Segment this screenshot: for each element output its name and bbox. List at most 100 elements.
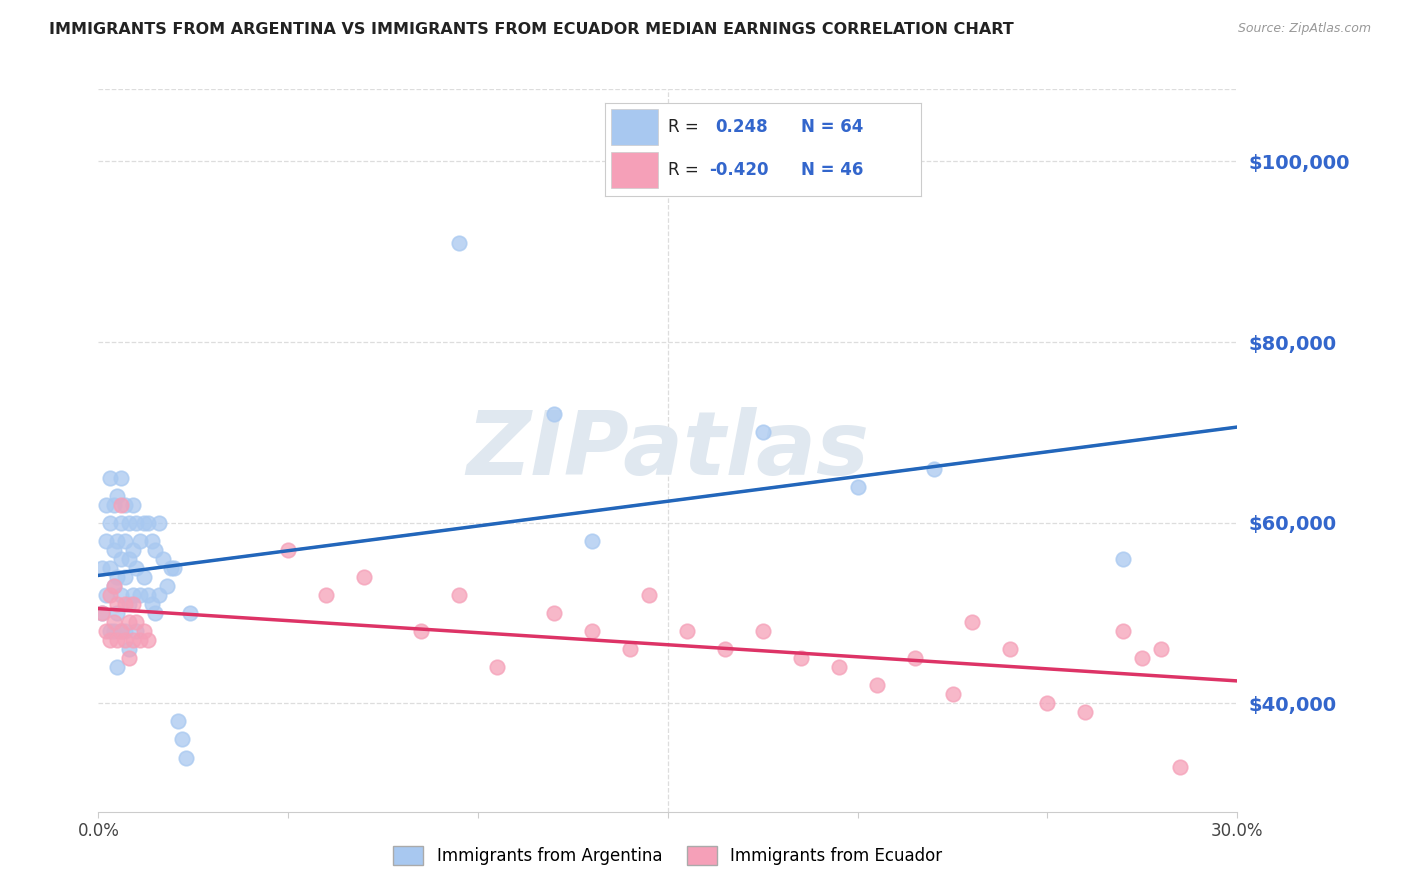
Point bbox=[91, 606, 114, 620]
Point bbox=[676, 624, 699, 639]
Point bbox=[1036, 697, 1059, 711]
Point bbox=[98, 624, 121, 639]
Point bbox=[353, 570, 375, 584]
Point bbox=[1170, 759, 1192, 773]
Point bbox=[110, 624, 132, 639]
FancyBboxPatch shape bbox=[612, 153, 658, 188]
Point bbox=[152, 551, 174, 566]
Point bbox=[449, 235, 471, 250]
Point bbox=[170, 732, 193, 747]
Point bbox=[790, 651, 813, 665]
Point bbox=[103, 624, 125, 639]
Point bbox=[411, 624, 433, 639]
Point bbox=[141, 533, 163, 548]
Point bbox=[110, 551, 132, 566]
Point bbox=[828, 660, 851, 674]
Point bbox=[960, 615, 983, 629]
Point bbox=[132, 570, 155, 584]
Point bbox=[98, 470, 121, 484]
Point bbox=[148, 588, 170, 602]
Point bbox=[167, 714, 190, 729]
Point bbox=[91, 606, 114, 620]
Point bbox=[163, 561, 186, 575]
Point bbox=[449, 588, 471, 602]
Text: N = 64: N = 64 bbox=[801, 118, 863, 136]
Point bbox=[103, 579, 125, 593]
Point bbox=[1074, 706, 1097, 720]
Point bbox=[121, 633, 143, 648]
Text: R =: R = bbox=[668, 118, 699, 136]
Point bbox=[107, 533, 129, 548]
Point bbox=[103, 542, 125, 557]
Text: -0.420: -0.420 bbox=[709, 161, 769, 179]
Point bbox=[136, 588, 159, 602]
Point bbox=[107, 597, 129, 611]
Point bbox=[114, 533, 136, 548]
Point bbox=[148, 516, 170, 530]
Point bbox=[866, 678, 889, 692]
Point bbox=[121, 542, 143, 557]
Point bbox=[114, 633, 136, 648]
Point bbox=[114, 597, 136, 611]
Point bbox=[1150, 642, 1173, 657]
Point bbox=[129, 588, 152, 602]
Point bbox=[121, 597, 143, 611]
Point bbox=[110, 470, 132, 484]
Point bbox=[619, 642, 641, 657]
Text: 0.248: 0.248 bbox=[716, 118, 768, 136]
Point bbox=[110, 498, 132, 512]
Text: N = 46: N = 46 bbox=[801, 161, 863, 179]
Point bbox=[118, 551, 141, 566]
Point bbox=[1132, 651, 1154, 665]
Point bbox=[114, 498, 136, 512]
Text: R =: R = bbox=[668, 161, 699, 179]
Point bbox=[752, 624, 775, 639]
Point bbox=[132, 516, 155, 530]
FancyBboxPatch shape bbox=[612, 109, 658, 145]
Point bbox=[98, 588, 121, 602]
Point bbox=[91, 561, 114, 575]
Point bbox=[94, 588, 117, 602]
Point bbox=[174, 750, 197, 764]
Point bbox=[156, 579, 179, 593]
Point bbox=[94, 498, 117, 512]
Point bbox=[110, 588, 132, 602]
Point bbox=[159, 561, 181, 575]
Point bbox=[103, 615, 125, 629]
Point bbox=[125, 516, 148, 530]
Point bbox=[179, 606, 201, 620]
Point bbox=[1112, 624, 1135, 639]
Point bbox=[110, 624, 132, 639]
Point bbox=[125, 624, 148, 639]
Point bbox=[98, 516, 121, 530]
Point bbox=[136, 516, 159, 530]
Point bbox=[118, 642, 141, 657]
Point bbox=[107, 660, 129, 674]
Legend: Immigrants from Argentina, Immigrants from Ecuador: Immigrants from Argentina, Immigrants fr… bbox=[387, 839, 949, 872]
Point bbox=[125, 615, 148, 629]
Point bbox=[107, 570, 129, 584]
Text: ZIPatlas: ZIPatlas bbox=[467, 407, 869, 494]
Text: IMMIGRANTS FROM ARGENTINA VS IMMIGRANTS FROM ECUADOR MEDIAN EARNINGS CORRELATION: IMMIGRANTS FROM ARGENTINA VS IMMIGRANTS … bbox=[49, 22, 1014, 37]
Point bbox=[121, 588, 143, 602]
Point bbox=[846, 480, 869, 494]
Point bbox=[141, 597, 163, 611]
Point bbox=[581, 624, 603, 639]
Point bbox=[114, 570, 136, 584]
Point bbox=[118, 516, 141, 530]
Point bbox=[103, 498, 125, 512]
Point bbox=[118, 597, 141, 611]
Point bbox=[110, 516, 132, 530]
Point bbox=[94, 533, 117, 548]
Point bbox=[129, 533, 152, 548]
Point bbox=[118, 615, 141, 629]
Point bbox=[132, 624, 155, 639]
Point bbox=[714, 642, 737, 657]
Point bbox=[1112, 551, 1135, 566]
Point bbox=[998, 642, 1021, 657]
Point bbox=[129, 633, 152, 648]
Point bbox=[543, 606, 565, 620]
Point bbox=[277, 542, 299, 557]
Point bbox=[543, 407, 565, 421]
Point bbox=[107, 606, 129, 620]
